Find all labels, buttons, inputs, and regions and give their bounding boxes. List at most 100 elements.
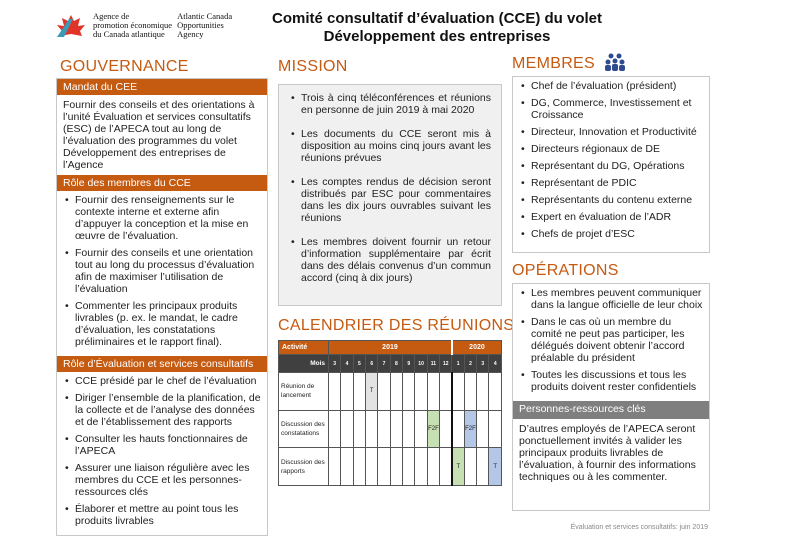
gouvernance-title: GOUVERNANCE [60,58,189,75]
month-header: 4 [340,354,354,373]
calendar-cell [365,409,379,449]
calendar-cell [463,372,478,411]
calendar-cell [377,409,391,449]
calendrier-title: CALENDRIER DES RÉUNIONS [278,317,515,334]
month-header: 12 [439,354,453,373]
calendar-cell: T [450,447,465,486]
calendar-cell [365,447,379,486]
calendar-cell [426,447,441,486]
activity-label: Discussion des rapports [278,447,329,486]
month-header: 11 [426,354,441,373]
list-item: Les membres doivent fournir un retour d’… [289,236,491,284]
calendar-cell [340,372,354,411]
calendar-table: Activité 2019 2020 Mois 3 4 5 6 7 8 9 10 11 12 1 2 3 4 Réu… [278,340,502,486]
list-item: Représentant de PDIC [519,177,703,189]
calendar-cell [488,409,502,449]
calendar-cell [389,409,404,449]
calendar-cell [414,447,428,486]
calendar-cell [340,447,354,486]
year-2019: 2019 [327,340,453,355]
month-header: 1 [451,354,465,373]
calendar-cell: T [488,447,502,486]
role-esc-list: CCE présidé par le chef de l’évaluation D… [57,372,267,535]
list-item: Toutes les discussions et tous les produ… [519,369,703,393]
month-header: 9 [402,354,416,373]
mandat-text: Fournir des conseils et des orientations… [63,99,255,171]
personnes-header: Personnes-ressources clés [513,401,709,419]
list-item: DG, Commerce, Investissement et Croissan… [519,97,703,121]
calendar-row: Discussion des constatations F2F F2F [278,409,502,449]
operations-title: OPÉRATIONS [512,262,619,279]
agency-logo: Agence de promotion économique du Canada a… [54,12,232,39]
calendar-cell [439,409,453,449]
membres-panel: Chef de l’évaluation (président) DG, Comm… [512,76,710,253]
col-activity: Activité [278,340,329,355]
calendar-cell [476,372,490,411]
month-header: 5 [352,354,367,373]
calendar-cell [402,372,416,411]
calendar-cell [476,447,490,486]
calendar-cell [402,409,416,449]
calendar-cell: T [365,372,379,411]
list-item: Commenter les principaux produits livrab… [63,300,261,348]
calendar-cell [352,447,367,486]
list-item: Assurer une liaison régulière avec les m… [63,462,261,498]
calendar-cell: F2F [426,409,441,449]
calendar-cell [327,447,342,486]
role-esc-header: Rôle d’Évaluation et services consultati… [57,356,267,372]
month-header: 2 [463,354,478,373]
calendar-cell [340,409,354,449]
mission-panel: Trois à cinq téléconférences et réunions… [278,84,502,306]
calendar-cell [426,372,441,411]
calendar-row: Réunion de lancement T [278,372,502,411]
list-item: Les comptes rendus de décision seront di… [289,176,491,224]
people-group-icon [605,53,625,71]
list-item: Diriger l’ensemble de la planification, … [63,392,261,428]
list-item: Les documents du CCE seront mis à dispos… [289,128,491,164]
calendar-cell [327,409,342,449]
gouvernance-panel: Mandat du CEE Fournir des conseils et de… [56,78,268,536]
activity-label: Réunion de lancement [278,372,329,411]
calendar-cell [414,372,428,411]
footer: Évaluation et services consultatifs: jui… [570,524,708,531]
calendar-cell [414,409,428,449]
month-header: 4 [488,354,502,373]
list-item: Dans le cas où un membre du comité ne pe… [519,316,703,364]
calendar-cell [352,409,367,449]
activity-label: Discussion des constatations [278,409,329,449]
month-header: 8 [389,354,404,373]
year-2020: 2020 [450,340,502,355]
month-header: 6 [365,354,379,373]
calendar-cell [352,372,367,411]
mission-title: MISSION [278,58,348,75]
month-header: 7 [377,354,391,373]
calendar-cell [488,372,502,411]
mandat-header: Mandat du CEE [57,79,267,95]
calendar-cell [327,372,342,411]
list-item: CCE présidé par le chef de l’évaluation [63,375,261,387]
calendar-cell [377,372,391,411]
list-item: Élaborer et mettre au point tous les pro… [63,503,261,527]
list-item: Directeurs régionaux de DE [519,143,703,155]
calendar-cell [463,447,478,486]
calendar-row: Discussion des rapports T T [278,447,502,486]
list-item: Chef de l’évaluation (président) [519,80,703,92]
list-item: Fournir des renseignements sur le contex… [63,194,261,242]
calendar-cell [439,372,453,411]
maple-leaf-logo-icon [57,14,85,37]
month-header: 10 [414,354,428,373]
calendar-cell [389,372,404,411]
operations-panel: Les membres peuvent communiquer dans la … [512,283,710,511]
agency-name-en: Atlantic Canada Opportunities Agency [177,11,233,39]
list-item: Chefs de projet d’ESC [519,228,703,240]
month-header: 3 [327,354,342,373]
list-item: Représentant du DG, Opérations [519,160,703,172]
list-item: Représentants du contenu externe [519,194,703,206]
calendar-cell [377,447,391,486]
role-membres-header: Rôle des membres du CCE [57,175,267,191]
calendar-cell [450,372,465,411]
list-item: Expert en évaluation de l’ADR [519,211,703,223]
calendar-cell [402,447,416,486]
calendar-cell [450,409,465,449]
role-membres-list: Fournir des renseignements sur le contex… [57,191,267,356]
